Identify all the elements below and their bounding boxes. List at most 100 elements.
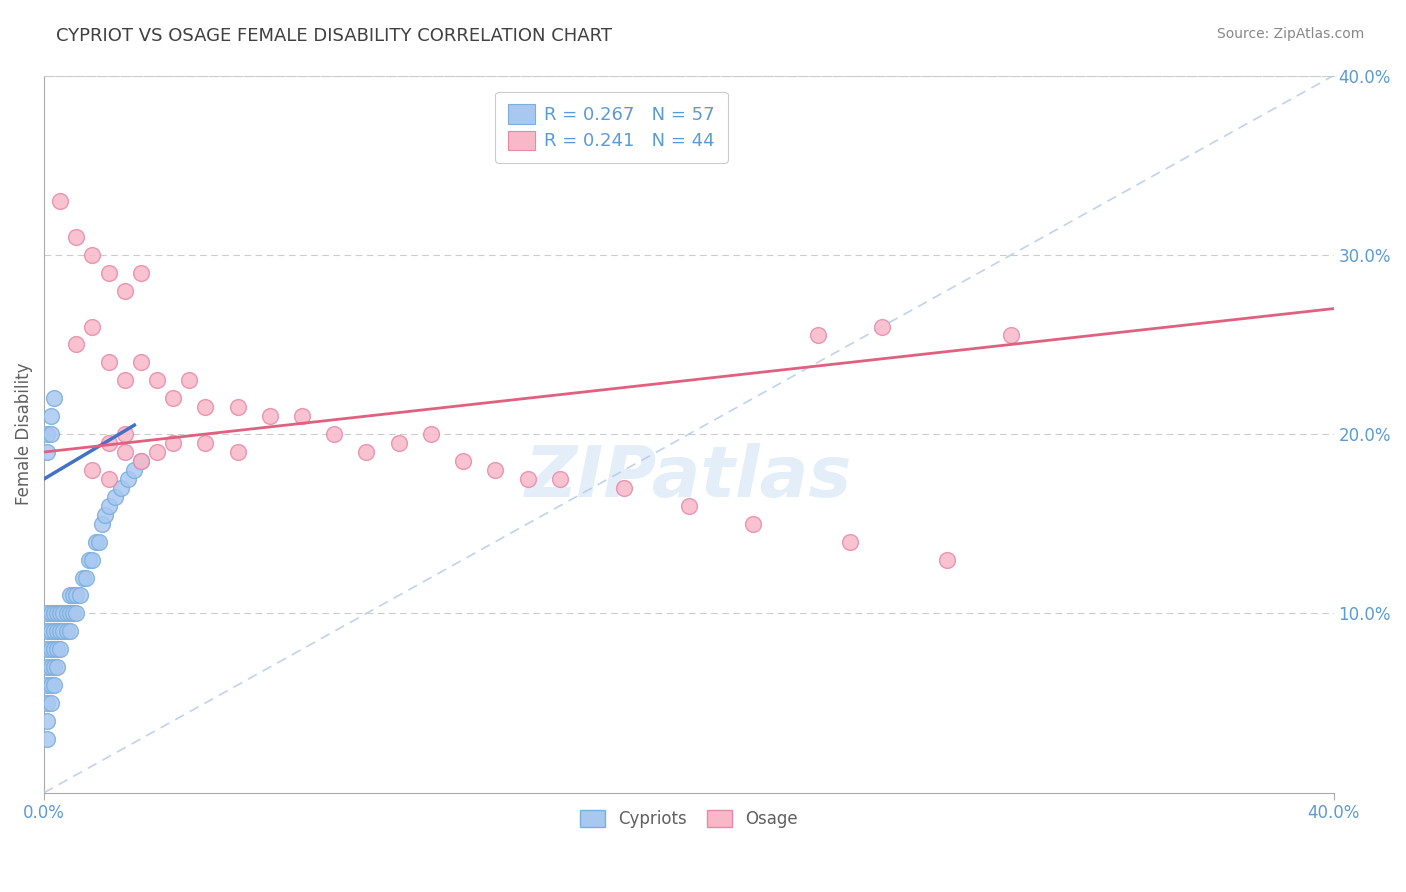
Point [39, 696, 62, 710]
Point [37, 696, 59, 710]
Point [162, 391, 184, 405]
Point [451, 454, 474, 468]
Point [259, 409, 281, 424]
Point [65, 607, 87, 621]
Point [97, 499, 120, 513]
Point [226, 445, 249, 459]
Point [65, 337, 87, 351]
Point [59, 589, 82, 603]
Point [114, 373, 136, 387]
Point [194, 436, 217, 450]
Point [39, 660, 62, 674]
Point [516, 472, 538, 486]
Point [37, 731, 59, 746]
Point [39, 678, 62, 692]
Point [75, 570, 97, 584]
Point [97, 472, 120, 486]
Point [72, 570, 94, 584]
Text: Source: ZipAtlas.com: Source: ZipAtlas.com [1216, 27, 1364, 41]
Point [77, 552, 100, 566]
Point [110, 481, 132, 495]
Point [91, 516, 114, 531]
Point [129, 355, 152, 369]
Point [129, 454, 152, 468]
Point [42, 642, 65, 657]
Point [97, 355, 120, 369]
Point [52, 624, 75, 639]
Point [59, 624, 82, 639]
Point [97, 266, 120, 280]
Point [678, 499, 700, 513]
Point [39, 409, 62, 424]
Point [37, 660, 59, 674]
Text: ZIPatlas: ZIPatlas [526, 442, 852, 512]
Point [49, 607, 72, 621]
Point [114, 284, 136, 298]
Point [37, 714, 59, 728]
Point [82, 552, 104, 566]
Point [839, 534, 862, 549]
Point [82, 319, 104, 334]
Y-axis label: Female Disability: Female Disability [15, 363, 32, 506]
Point [42, 607, 65, 621]
Point [65, 230, 87, 244]
Point [49, 194, 72, 208]
Point [162, 436, 184, 450]
Point [84, 534, 107, 549]
Point [291, 409, 314, 424]
Point [62, 589, 84, 603]
Point [49, 624, 72, 639]
Point [42, 678, 65, 692]
Point [1000, 328, 1022, 343]
Point [62, 607, 84, 621]
Point [39, 607, 62, 621]
Point [37, 678, 59, 692]
Point [226, 400, 249, 414]
Point [194, 400, 217, 414]
Point [37, 607, 59, 621]
Point [548, 472, 571, 486]
Point [46, 642, 69, 657]
Point [742, 516, 765, 531]
Point [104, 490, 127, 504]
Point [124, 463, 146, 477]
Point [388, 436, 411, 450]
Point [146, 445, 169, 459]
Point [37, 624, 59, 639]
Point [179, 373, 201, 387]
Point [129, 454, 152, 468]
Point [114, 427, 136, 442]
Point [82, 248, 104, 262]
Point [49, 642, 72, 657]
Point [37, 427, 59, 442]
Point [82, 463, 104, 477]
Point [39, 642, 62, 657]
Point [872, 319, 894, 334]
Point [613, 481, 636, 495]
Point [356, 445, 378, 459]
Point [65, 589, 87, 603]
Point [46, 660, 69, 674]
Point [59, 607, 82, 621]
Legend: Cypriots, Osage: Cypriots, Osage [574, 803, 804, 835]
Point [97, 436, 120, 450]
Point [117, 472, 139, 486]
Point [42, 624, 65, 639]
Point [69, 589, 91, 603]
Point [37, 445, 59, 459]
Point [87, 534, 110, 549]
Point [114, 445, 136, 459]
Point [42, 391, 65, 405]
Point [46, 624, 69, 639]
Point [37, 642, 59, 657]
Point [55, 607, 77, 621]
Point [42, 660, 65, 674]
Point [52, 607, 75, 621]
Point [94, 508, 117, 522]
Point [55, 624, 77, 639]
Point [46, 607, 69, 621]
Point [935, 552, 957, 566]
Point [420, 427, 443, 442]
Point [146, 373, 169, 387]
Point [807, 328, 830, 343]
